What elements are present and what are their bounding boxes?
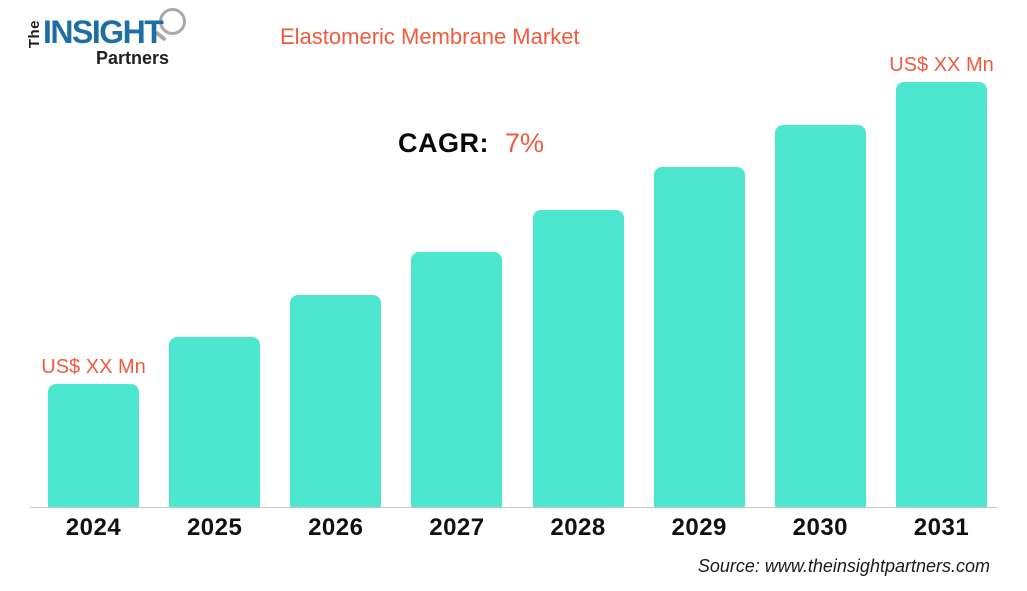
x-axis-labels: 2024 2025 2026 2027 2028 2029 2030 2031: [48, 514, 987, 542]
bar-column-2030: [774, 82, 866, 507]
x-tick-2028: 2028: [550, 514, 606, 541]
bar-column-2031: US$ XX Mn: [889, 54, 994, 507]
bar-column-2026: [290, 82, 382, 507]
x-tick-2029: 2029: [671, 514, 727, 541]
bar-2029: [653, 167, 745, 507]
source-attribution: Source: www.theinsightpartners.com: [697, 556, 990, 576]
x-tick-2031: 2031: [913, 514, 970, 541]
logo-word-insight: INSIGHT: [43, 14, 164, 50]
x-tick-2027: 2027: [429, 514, 485, 541]
bar-2024: [48, 383, 139, 507]
insight-partners-logo: The INSIGHT Partners: [26, 6, 206, 78]
bar-2028: [532, 209, 624, 507]
bar-value-label-2031: US$ XX Mn: [889, 54, 994, 76]
x-tick-2024: 2024: [65, 514, 122, 541]
bar-column-2027: [411, 82, 503, 507]
bar-plot-area: US$ XX Mn US$ XX Mn: [41, 54, 994, 507]
bar-column-2029: [653, 82, 745, 507]
bar-value-label-2024: US$ XX Mn: [41, 355, 146, 378]
bar-column-2025: [169, 82, 261, 507]
chart-title: Elastomeric Membrane Market: [280, 24, 580, 49]
bar-2025: [169, 337, 261, 507]
x-axis-line: [30, 507, 997, 508]
x-tick-2025: 2025: [186, 514, 243, 541]
logo-word-partners: Partners: [96, 48, 170, 68]
logo-word-the: The: [26, 20, 43, 49]
x-tick-2030: 2030: [792, 514, 849, 541]
cagr-value: 7%: [505, 128, 545, 158]
bar-column-2028: [532, 82, 624, 507]
bar-2026: [290, 294, 382, 507]
bar-column-2024: US$ XX Mn: [41, 82, 146, 507]
cagr-annotation: CAGR: 7%: [398, 128, 544, 159]
bar-2031: [895, 82, 987, 507]
magnifier-icon: [159, 8, 186, 35]
bar-2030: [774, 124, 866, 507]
x-tick-2026: 2026: [308, 514, 364, 541]
cagr-label: CAGR:: [398, 128, 489, 158]
bar-2027: [411, 252, 503, 507]
